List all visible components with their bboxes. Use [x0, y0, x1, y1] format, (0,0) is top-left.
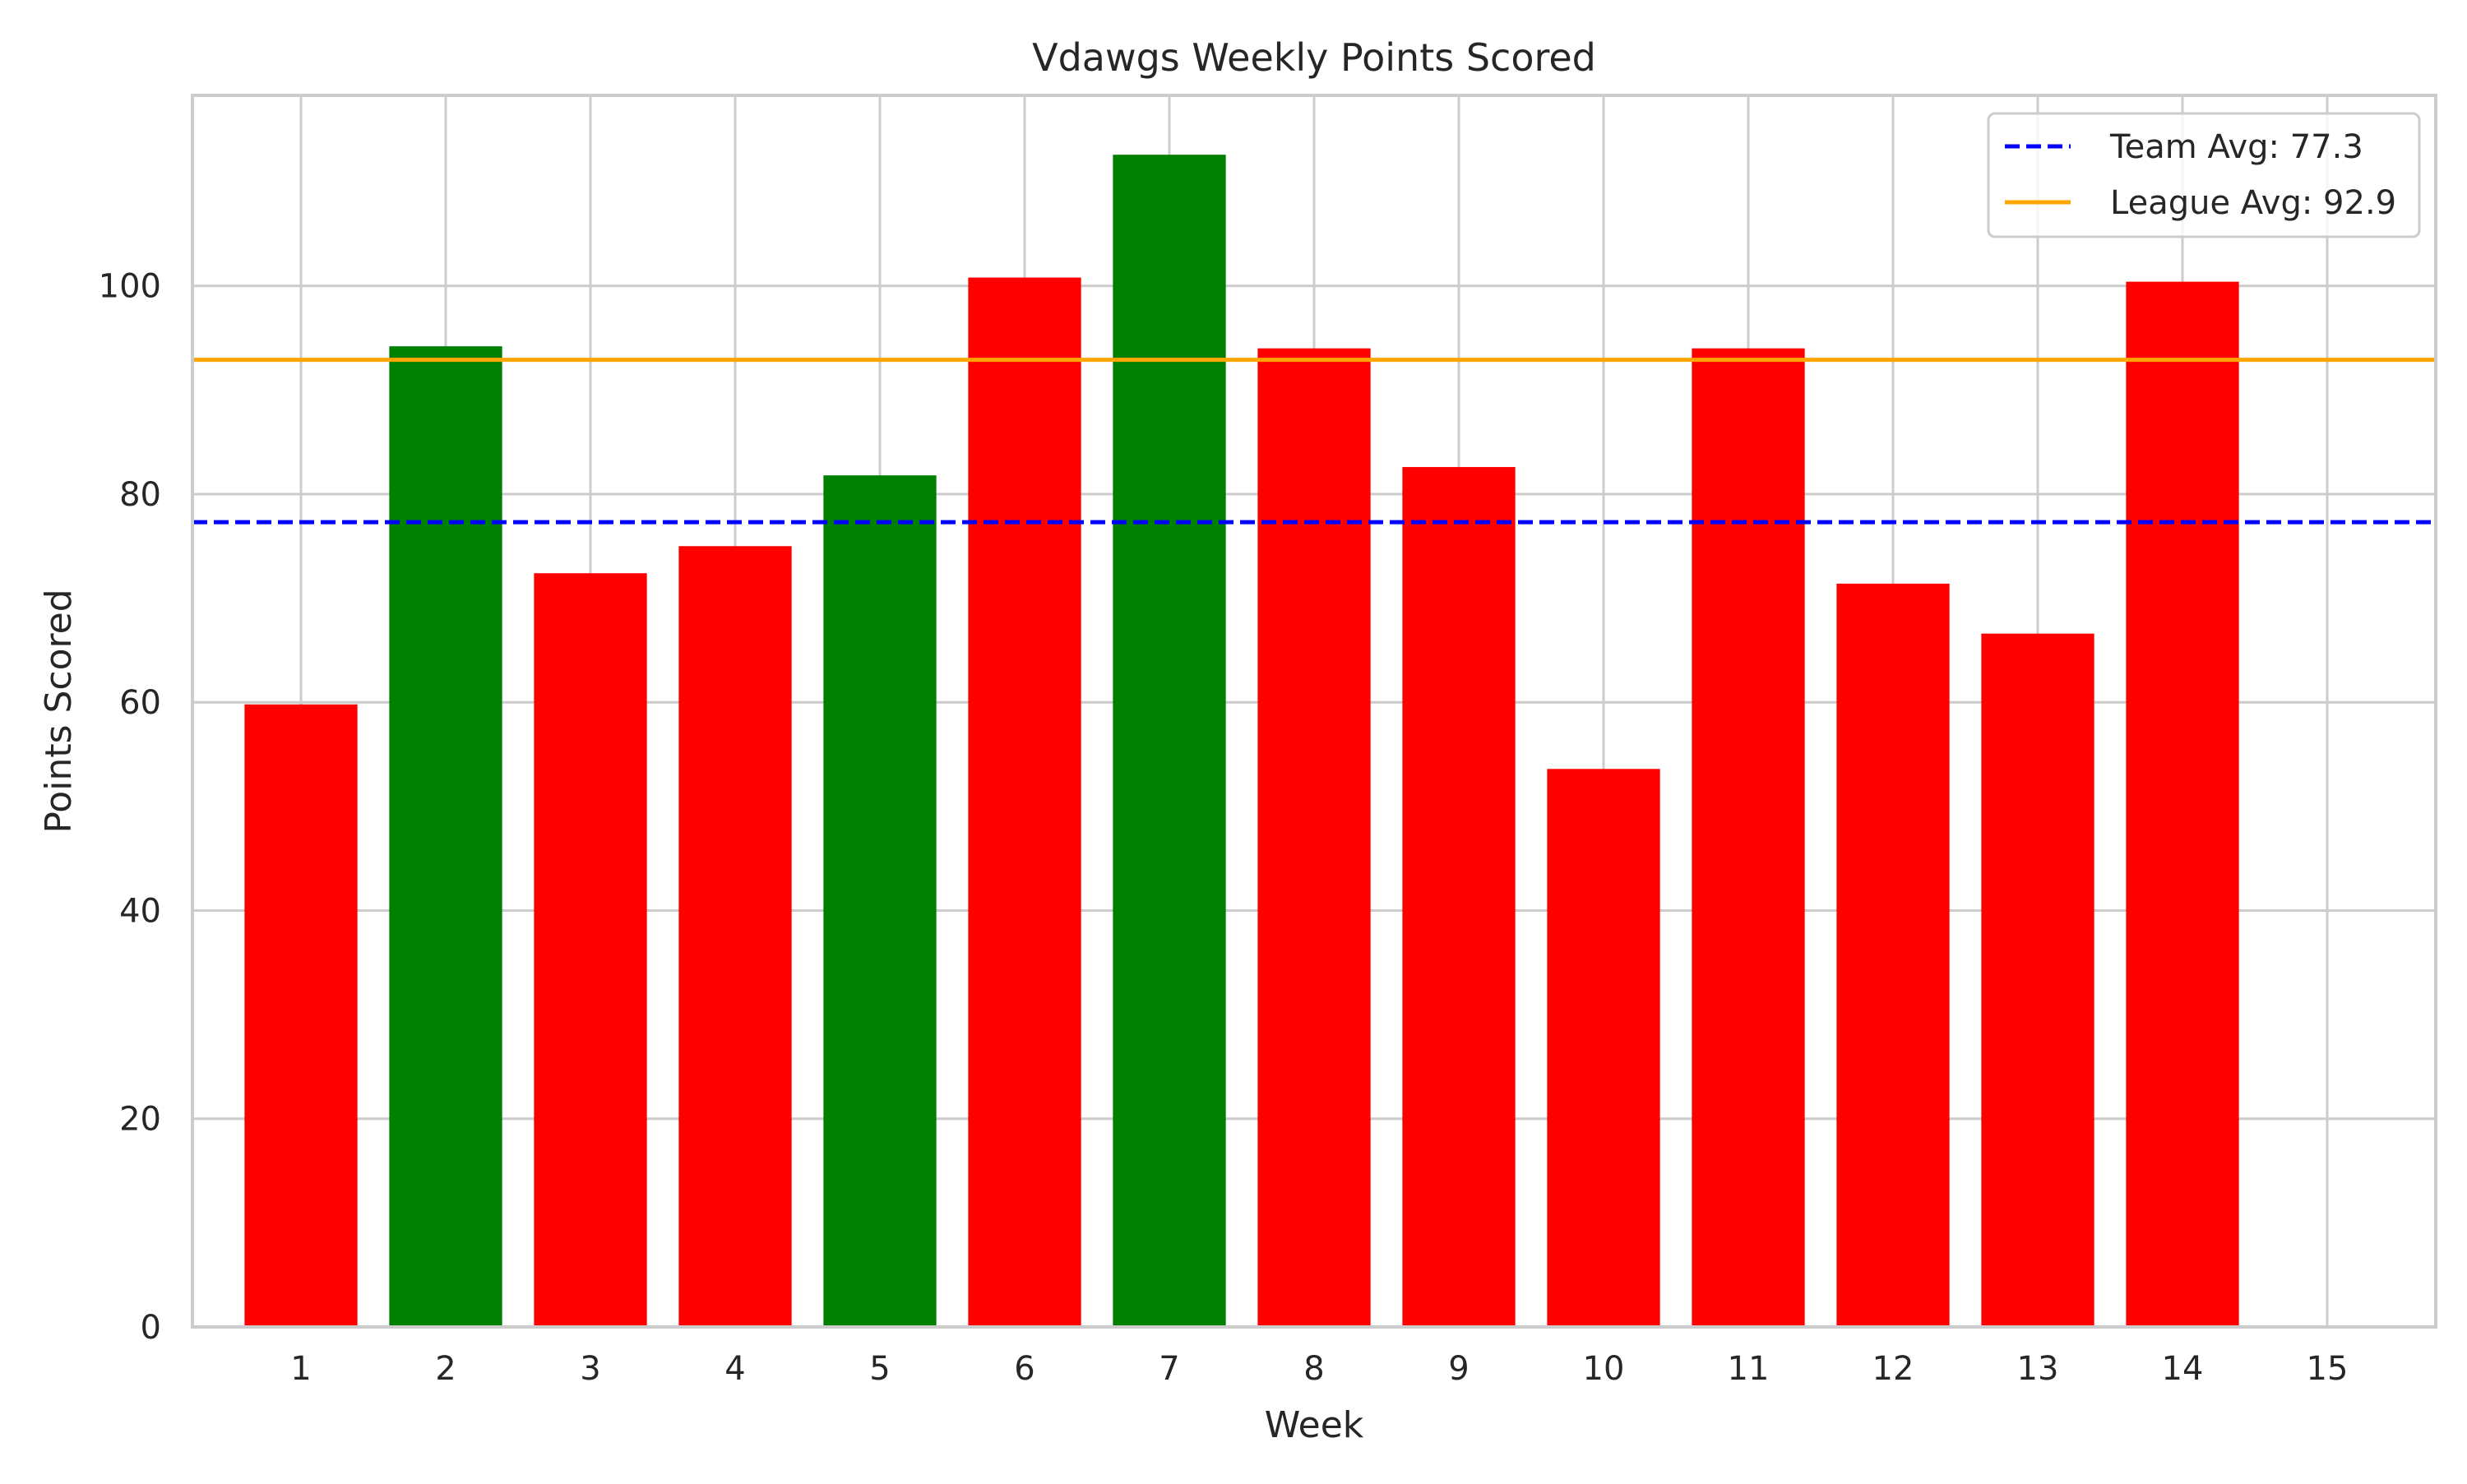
chart-title: Vdawgs Weekly Points Scored: [1032, 35, 1596, 80]
bar-week-9: [1402, 467, 1516, 1328]
legend-label-team-avg: Team Avg: 77.3: [2109, 128, 2363, 166]
bar-week-13: [1981, 633, 2094, 1327]
x-tick-label-15: 15: [2307, 1350, 2349, 1388]
x-tick-label-10: 10: [1583, 1350, 1625, 1388]
y-tick-label-20: 20: [119, 1101, 161, 1139]
legend-label-league-avg: League Avg: 92.9: [2110, 184, 2396, 222]
x-tick-label-5: 5: [869, 1350, 890, 1388]
bar-week-4: [678, 546, 792, 1327]
x-tick-label-4: 4: [724, 1350, 745, 1388]
legend-box: [1987, 112, 2421, 238]
y-tick-label-100: 100: [99, 268, 161, 306]
x-tick-label-7: 7: [1159, 1350, 1179, 1388]
x-tick-label-8: 8: [1303, 1350, 1324, 1388]
bar-week-2: [389, 346, 502, 1327]
y-tick-label-80: 80: [119, 476, 161, 514]
y-axis-label: Points Scored: [38, 589, 80, 833]
x-tick-label-6: 6: [1014, 1350, 1034, 1388]
reference-lines-layer: [192, 358, 2436, 525]
x-axis-label: Week: [1265, 1404, 1364, 1446]
bar-week-3: [534, 573, 647, 1327]
x-tick-label-14: 14: [2162, 1350, 2204, 1388]
y-tick-label-40: 40: [119, 892, 161, 930]
x-tick-label-11: 11: [1728, 1350, 1770, 1388]
x-tick-label-9: 9: [1448, 1350, 1469, 1388]
bar-week-6: [968, 277, 1081, 1327]
bar-week-12: [1836, 583, 1950, 1327]
bar-week-11: [1692, 348, 1805, 1328]
bar-week-5: [823, 475, 937, 1327]
x-tick-label-12: 12: [1872, 1350, 1914, 1388]
y-tick-label-0: 0: [141, 1309, 161, 1347]
bar-week-10: [1547, 769, 1660, 1327]
y-tick-label-60: 60: [119, 684, 161, 722]
bar-week-8: [1257, 348, 1371, 1328]
bar-week-14: [2126, 281, 2239, 1327]
plot-frame: [191, 94, 2437, 1329]
x-tick-label-1: 1: [290, 1350, 311, 1388]
bar-week-7: [1113, 155, 1226, 1328]
bar-week-1: [244, 704, 358, 1327]
x-tick-label-2: 2: [435, 1350, 456, 1388]
bars-layer: [244, 155, 2239, 1328]
x-tick-label-3: 3: [580, 1350, 600, 1388]
x-tick-label-13: 13: [2017, 1350, 2059, 1388]
legend: Team Avg: 77.3 League Avg: 92.9: [1987, 112, 2421, 238]
